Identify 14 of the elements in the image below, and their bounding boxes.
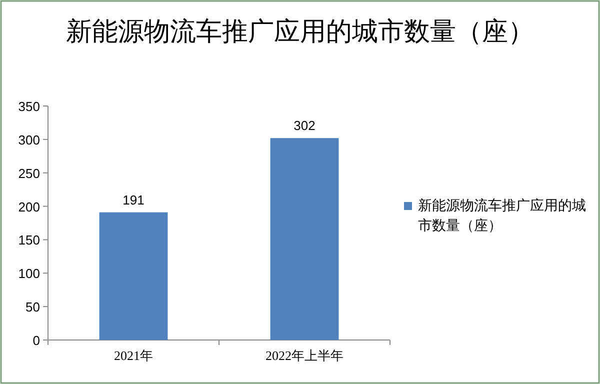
y-tick-label: 300 <box>18 132 40 148</box>
y-tick-label: 200 <box>18 199 40 214</box>
y-tick-label: 350 <box>18 99 40 114</box>
y-tick-label: 150 <box>18 232 40 248</box>
chart-title: 新能源物流车推广应用的城市数量（座） <box>66 17 534 46</box>
legend-label: 新能源物流车推广应用的城市数量（座） <box>418 198 586 234</box>
y-tick-label: 50 <box>26 300 40 315</box>
y-tick-label: 100 <box>18 266 40 282</box>
y-tick-label: 250 <box>18 166 40 181</box>
y-tick-label: 0 <box>32 333 40 348</box>
x-tick-label: 2021年 <box>114 348 153 363</box>
data-label: 302 <box>294 118 316 134</box>
x-tick-label: 2022年上半年 <box>266 348 344 363</box>
data-label: 191 <box>122 192 144 208</box>
